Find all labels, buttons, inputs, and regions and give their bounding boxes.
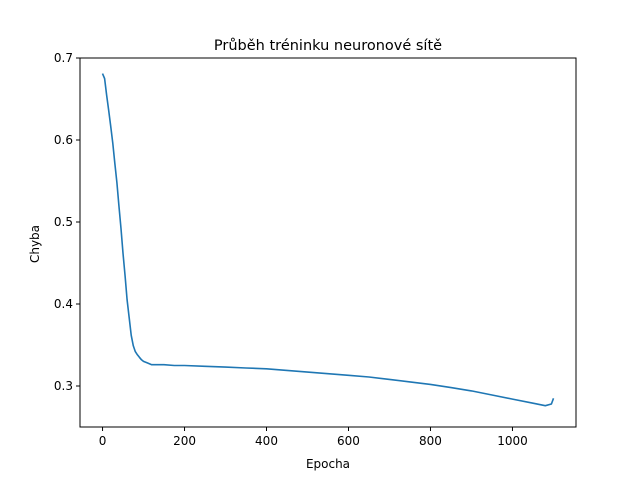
y-axis: 0.3 0.4 0.5 0.6 0.7	[54, 51, 80, 393]
loss-series-line	[101, 73, 555, 407]
x-tick-label: 200	[173, 434, 196, 448]
y-tick-label: 0.3	[54, 379, 73, 393]
x-tick-label: 400	[255, 434, 278, 448]
y-tick-label: 0.5	[54, 215, 73, 229]
chart-title: Průběh tréninku neuronové sítě	[214, 38, 442, 54]
y-tick-label: 0.7	[54, 51, 73, 65]
x-tick-label: 1000	[497, 434, 528, 448]
y-tick-label: 0.6	[54, 133, 73, 147]
x-tick-label: 0	[99, 434, 107, 448]
y-tick-label: 0.4	[54, 297, 73, 311]
x-axis: 0 200 400 600 800 1000	[99, 427, 528, 448]
x-axis-label: Epocha	[306, 457, 350, 471]
axes-frame	[79, 57, 577, 428]
x-tick-label: 800	[419, 434, 442, 448]
x-tick-label: 600	[337, 434, 360, 448]
y-axis-label: Chyba	[28, 225, 42, 263]
